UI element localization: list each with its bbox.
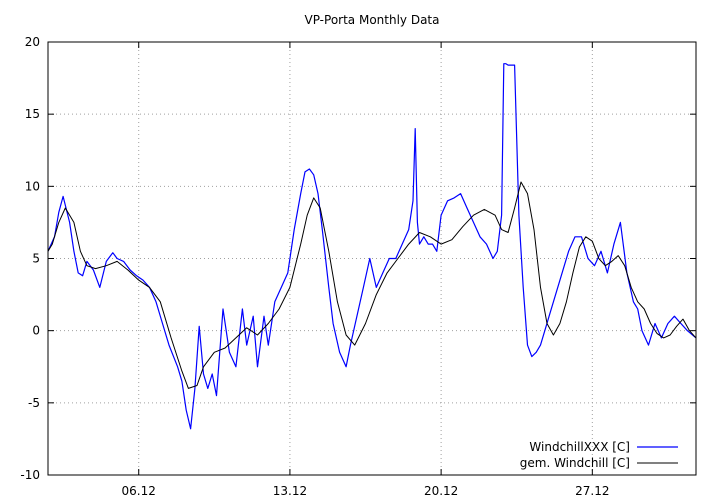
axis-ticks: -10 -5 0 5 10 15 20 06.12 13.12 20.12 27.12 <box>20 35 696 498</box>
x-tick-label: 13.12 <box>273 484 307 498</box>
x-tick-label: 20.12 <box>424 484 458 498</box>
y-tick-label: 0 <box>32 324 40 338</box>
y-tick-label: 5 <box>32 252 40 266</box>
series-line-2 <box>47 181 697 389</box>
chart-title: VP-Porta Monthly Data <box>305 13 440 27</box>
series-layer <box>47 63 697 430</box>
y-tick-label: -10 <box>20 468 40 482</box>
x-tick-label: 27.12 <box>575 484 609 498</box>
y-tick-label: 10 <box>25 179 40 193</box>
legend-label-series-2: gem. Windchill [C] <box>520 456 630 470</box>
grid-lines <box>48 42 696 475</box>
series-line-1 <box>47 63 697 430</box>
y-tick-label: 15 <box>25 107 40 121</box>
y-tick-label: -5 <box>28 396 40 410</box>
legend: WindchillXXX [C] gem. Windchill [C] <box>520 440 678 470</box>
y-tick-label: 20 <box>25 35 40 49</box>
legend-label-series-1: WindchillXXX [C] <box>529 440 630 454</box>
x-tick-label: 06.12 <box>122 484 156 498</box>
